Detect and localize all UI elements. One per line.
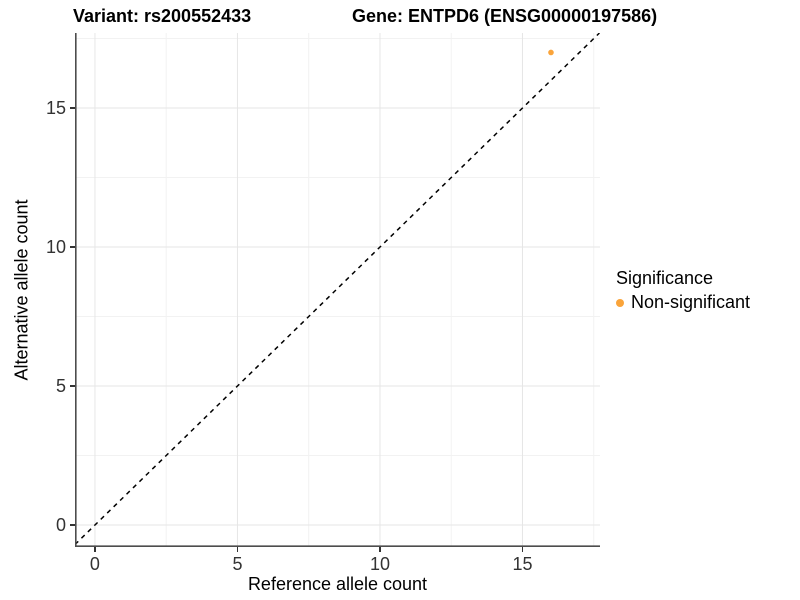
y-tick-mark [70, 385, 75, 387]
y-tick-label: 10 [45, 237, 66, 258]
identity-reference-line [75, 33, 600, 546]
y-tick-label: 5 [55, 376, 66, 397]
x-tick-label: 10 [369, 554, 390, 574]
x-tick-label: 15 [512, 554, 533, 574]
x-tick-mark [521, 547, 524, 552]
plot-title-variant: Variant: rs200552433 [73, 6, 252, 26]
plot-panel [75, 33, 600, 547]
x-tick-mark [379, 547, 381, 552]
x-tick-label: 0 [89, 554, 100, 574]
data-point [548, 49, 554, 56]
legend: Significance Non-significant [616, 268, 750, 313]
y-tick-mark [70, 246, 75, 248]
plot-canvas [75, 33, 600, 547]
x-tick-label: 5 [232, 554, 243, 574]
legend-title: Significance [616, 268, 714, 288]
legend-item: Non-significant [616, 292, 750, 313]
legend-key-dot [616, 298, 624, 307]
plot-title-gene: Gene: ENTPD6 (ENSG00000197586) [352, 6, 658, 26]
x-axis-title: Reference allele count [247, 574, 428, 594]
y-tick-label: 0 [55, 515, 66, 536]
y-tick-label: 15 [45, 98, 66, 119]
x-tick-mark [236, 547, 239, 552]
legend-item-label: Non-significant [631, 292, 751, 312]
y-axis-title: Alternative allele count [11, 199, 32, 381]
y-tick-mark [70, 524, 75, 526]
x-tick-mark [94, 547, 96, 552]
y-tick-mark [70, 107, 75, 109]
